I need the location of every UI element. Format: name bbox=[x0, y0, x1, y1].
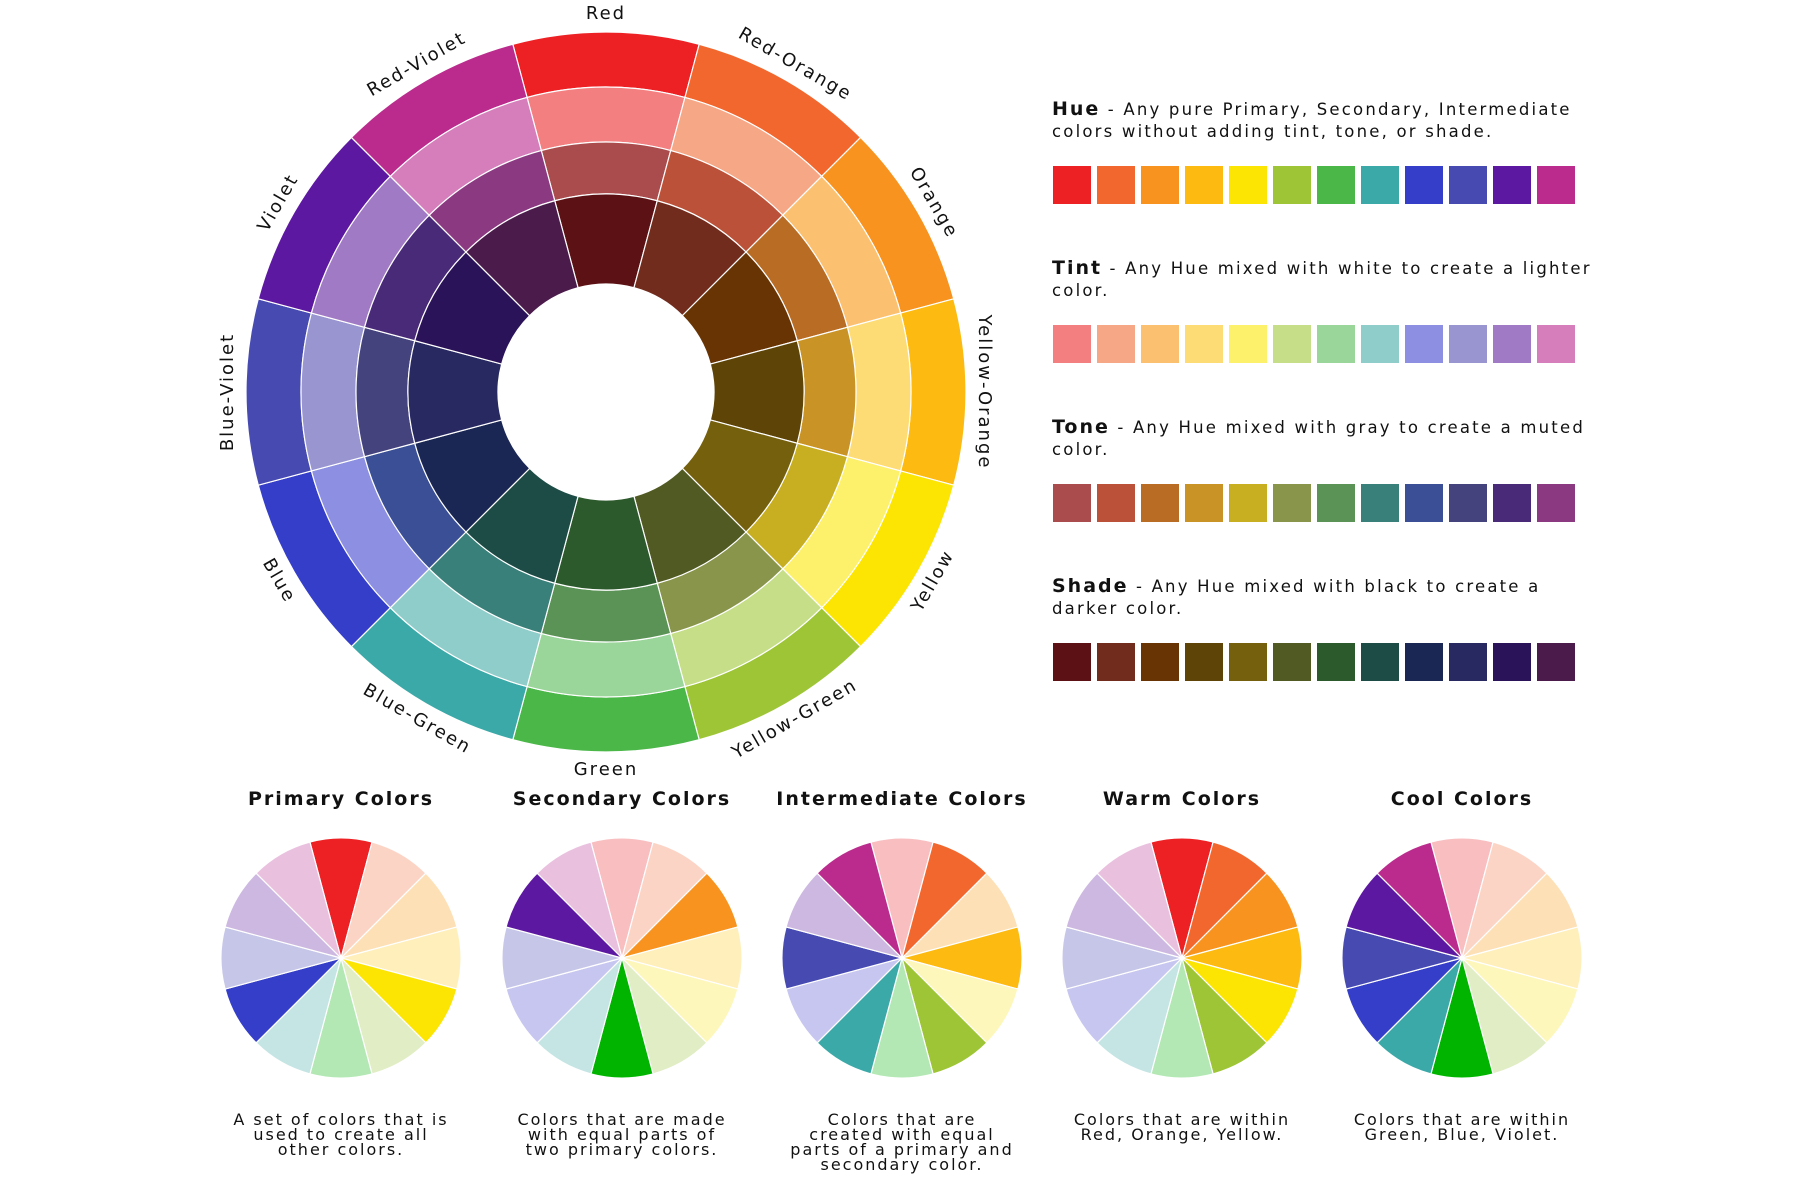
swatch-row bbox=[1052, 483, 1612, 523]
definition-tone: Tone - Any Hue mixed with gray to create… bbox=[1052, 416, 1612, 523]
swatch-hue-blue bbox=[1404, 165, 1444, 205]
swatch-tone-yellow-green bbox=[1272, 483, 1312, 523]
definition-text: - Any pure Primary, Secondary, Intermedi… bbox=[1052, 100, 1572, 141]
pie-title-secondary: Secondary Colors bbox=[512, 788, 732, 810]
definition-term: Hue bbox=[1052, 98, 1101, 120]
definition-hue: Hue - Any pure Primary, Secondary, Inter… bbox=[1052, 98, 1612, 205]
swatch-shade-red-orange bbox=[1096, 642, 1136, 682]
swatch-tint-red bbox=[1052, 324, 1092, 364]
wheel-segment-shade-red-violet bbox=[465, 200, 579, 317]
pie-desc-warm: Colors that are within Red, Orange, Yell… bbox=[1073, 1110, 1291, 1144]
definition-tint: Tint - Any Hue mixed with white to creat… bbox=[1052, 257, 1612, 364]
swatch-hue-green bbox=[1316, 165, 1356, 205]
swatch-hue-blue-green bbox=[1360, 165, 1400, 205]
pie-title-intermediate: Intermediate Colors bbox=[776, 788, 1028, 810]
definition-shade: Shade - Any Hue mixed with black to crea… bbox=[1052, 575, 1612, 682]
pie-slice bbox=[816, 841, 904, 961]
swatch-shade-violet bbox=[1492, 642, 1532, 682]
swatch-shade-orange bbox=[1140, 642, 1180, 682]
swatch-tint-red-violet bbox=[1536, 324, 1576, 364]
swatch-hue-yellow bbox=[1228, 165, 1268, 205]
swatch-shade-blue bbox=[1404, 642, 1444, 682]
swatch-tint-orange bbox=[1140, 324, 1180, 364]
swatch-shade-yellow-orange bbox=[1184, 642, 1224, 682]
swatch-row bbox=[1052, 324, 1612, 364]
wheel-label-green: Green bbox=[574, 759, 639, 780]
swatch-hue-yellow-orange bbox=[1184, 165, 1224, 205]
swatch-tint-red-orange bbox=[1096, 324, 1136, 364]
wheel-label-yellow-orange: Yellow-Orange bbox=[974, 314, 995, 470]
swatch-shade-blue-green bbox=[1360, 642, 1400, 682]
swatch-shade-green bbox=[1316, 642, 1356, 682]
swatch-tone-orange bbox=[1140, 483, 1180, 523]
swatch-row bbox=[1052, 165, 1612, 205]
swatch-tone-yellow-orange bbox=[1184, 483, 1224, 523]
swatch-hue-red bbox=[1052, 165, 1092, 205]
definition-term: Tint bbox=[1052, 257, 1103, 279]
swatch-tint-yellow-green bbox=[1272, 324, 1312, 364]
wheel-label-blue-violet: Blue-Violet bbox=[217, 333, 238, 451]
wheel-label-red: Red bbox=[586, 3, 626, 24]
swatch-tint-yellow-orange bbox=[1184, 324, 1224, 364]
swatch-shade-blue-violet bbox=[1448, 642, 1488, 682]
swatch-shade-red-violet bbox=[1536, 642, 1576, 682]
pie-slice bbox=[1096, 841, 1184, 961]
pie-desc-cool: Colors that are within Green, Blue, Viol… bbox=[1353, 1110, 1571, 1144]
swatch-tint-blue-violet bbox=[1448, 324, 1488, 364]
definition-term: Tone bbox=[1052, 416, 1110, 438]
swatch-hue-orange bbox=[1140, 165, 1180, 205]
swatch-tone-green bbox=[1316, 483, 1356, 523]
swatch-tone-yellow bbox=[1228, 483, 1268, 523]
swatch-tint-blue bbox=[1404, 324, 1444, 364]
swatch-hue-violet bbox=[1492, 165, 1532, 205]
pie-slice bbox=[536, 841, 624, 961]
pie-desc-intermediate: Colors that are created with equal parts… bbox=[790, 1110, 1014, 1174]
definition-term: Shade bbox=[1052, 575, 1129, 597]
swatch-hue-red-orange bbox=[1096, 165, 1136, 205]
pie-title-cool: Cool Colors bbox=[1390, 788, 1534, 810]
pie-slice bbox=[255, 841, 343, 961]
swatch-hue-blue-violet bbox=[1448, 165, 1488, 205]
swatch-tone-blue-green bbox=[1360, 483, 1400, 523]
swatch-tone-blue bbox=[1404, 483, 1444, 523]
swatch-tint-violet bbox=[1492, 324, 1532, 364]
swatch-hue-yellow-green bbox=[1272, 165, 1312, 205]
swatch-hue-red-violet bbox=[1536, 165, 1576, 205]
swatch-tint-yellow bbox=[1228, 324, 1268, 364]
pie-slice bbox=[1376, 841, 1464, 961]
swatch-row bbox=[1052, 642, 1612, 682]
swatch-shade-yellow bbox=[1228, 642, 1268, 682]
swatch-tone-red-orange bbox=[1096, 483, 1136, 523]
definition-text: - Any Hue mixed with white to create a l… bbox=[1052, 259, 1592, 300]
swatch-tint-green bbox=[1316, 324, 1356, 364]
pie-desc-secondary: Colors that are made with equal parts of… bbox=[517, 1110, 727, 1159]
swatch-tone-red-violet bbox=[1536, 483, 1576, 523]
swatch-shade-red bbox=[1052, 642, 1092, 682]
pie-title-warm: Warm Colors bbox=[1102, 788, 1262, 810]
swatch-tone-red bbox=[1052, 483, 1092, 523]
definition-text: - Any Hue mixed with black to create a d… bbox=[1052, 577, 1541, 618]
swatch-tone-blue-violet bbox=[1448, 483, 1488, 523]
swatch-tone-violet bbox=[1492, 483, 1532, 523]
pie-desc-primary: A set of colors that is used to create a… bbox=[233, 1110, 449, 1159]
swatch-tint-blue-green bbox=[1360, 324, 1400, 364]
pie-title-primary: Primary Colors bbox=[247, 788, 435, 810]
definition-text: - Any Hue mixed with gray to create a mu… bbox=[1052, 418, 1585, 459]
swatch-shade-yellow-green bbox=[1272, 642, 1312, 682]
